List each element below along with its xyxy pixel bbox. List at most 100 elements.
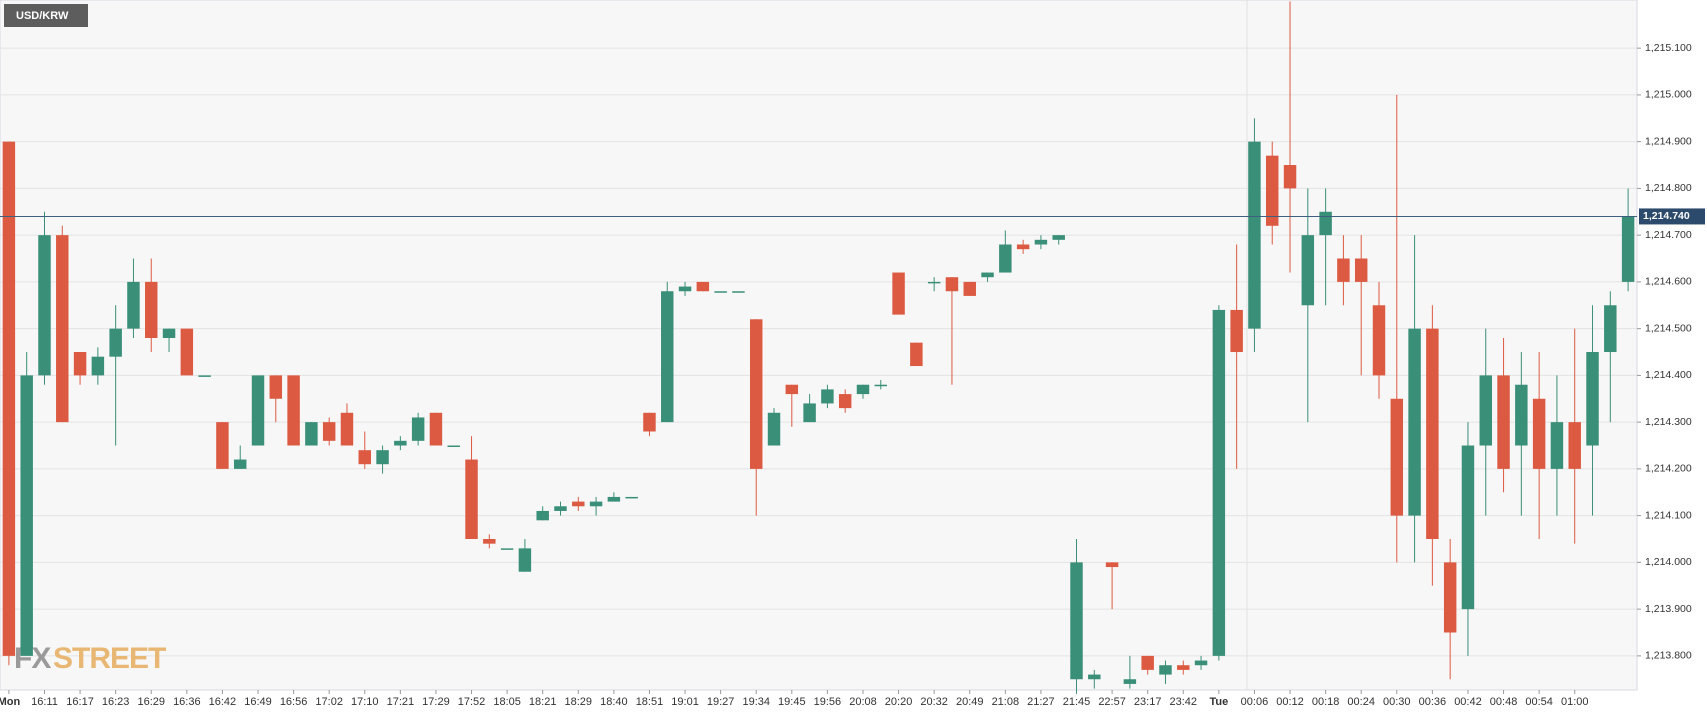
y-tick-label: 1,214.600	[1645, 276, 1692, 288]
candle-body	[874, 384, 888, 387]
x-tick-label: 21:45	[1063, 696, 1091, 708]
y-tick-label: 1,214.100	[1645, 509, 1692, 521]
candle-body	[465, 459, 478, 540]
title-box	[4, 4, 88, 27]
candle-body	[145, 281, 158, 338]
candle-body	[180, 328, 194, 376]
x-tick-label: 00:06	[1241, 696, 1269, 708]
candle-body	[1515, 384, 1528, 446]
candle-body	[661, 291, 674, 423]
candle-body	[1532, 398, 1546, 469]
current-price-label: 1,214.740	[1643, 210, 1690, 222]
candle-body	[1194, 660, 1208, 666]
candle-body	[1016, 244, 1030, 250]
candle-body	[322, 422, 336, 441]
candle-body	[198, 375, 211, 377]
x-tick-label: 19:34	[742, 696, 770, 708]
candle-body	[127, 281, 140, 329]
candle-body	[1159, 665, 1172, 675]
candle-body	[803, 403, 816, 423]
candle-body	[1443, 562, 1457, 633]
x-tick-label: 18:51	[636, 696, 664, 708]
candle-body	[536, 510, 549, 521]
candle-body	[910, 342, 923, 367]
candle-body	[394, 440, 407, 446]
candle-body	[91, 356, 105, 376]
candle-body	[162, 328, 176, 338]
x-tick-label: Tue	[1209, 696, 1228, 708]
y-tick-label: 1,214.900	[1645, 135, 1692, 147]
x-tick-label: 00:48	[1490, 696, 1518, 708]
x-tick-label: 16:56	[280, 696, 308, 708]
candle-body	[607, 496, 621, 502]
candle-body	[1479, 375, 1492, 446]
candle-body	[56, 235, 69, 423]
x-tick-label: 17:52	[458, 696, 486, 708]
x-tick-label: 22:57	[1098, 696, 1126, 708]
y-tick-label: 1,215.000	[1645, 89, 1692, 101]
x-tick-label: 17:02	[315, 696, 343, 708]
y-tick-label: 1,214.300	[1645, 416, 1692, 428]
x-tick-label: 19:01	[671, 696, 699, 708]
candle-body	[1621, 216, 1635, 282]
x-tick-label: 01:00	[1561, 696, 1589, 708]
candle-body	[73, 352, 87, 376]
x-tick-label: 23:17	[1134, 696, 1162, 708]
y-tick-label: 1,214.000	[1645, 556, 1692, 568]
candle-body	[518, 548, 532, 572]
candle-body	[554, 506, 567, 511]
x-tick-label: 00:54	[1525, 696, 1553, 708]
watermark-street: STREET	[53, 642, 166, 675]
candle-body	[1070, 562, 1083, 680]
candle-body	[287, 375, 300, 446]
candle-body	[1052, 235, 1065, 240]
candle-body	[500, 548, 514, 550]
candle-body	[1141, 655, 1154, 670]
x-tick-label: 19:45	[778, 696, 806, 708]
y-tick-label: 1,214.700	[1645, 229, 1692, 241]
y-tick-label: 1,214.500	[1645, 322, 1692, 334]
x-tick-label: 00:12	[1276, 696, 1304, 708]
candle-body	[1301, 235, 1315, 306]
plot-area	[0, 0, 1638, 691]
candle-body	[109, 328, 122, 357]
y-tick-label: 1,213.900	[1645, 603, 1692, 615]
candle-body	[1568, 422, 1581, 469]
candle-body	[1105, 562, 1119, 568]
x-tick-label: 16:23	[102, 696, 130, 708]
candle-body	[785, 384, 799, 395]
x-tick-label: 19:56	[814, 696, 842, 708]
candle-body	[1177, 665, 1190, 670]
x-tick-label: 16:36	[173, 696, 201, 708]
candle-body	[1034, 239, 1048, 245]
x-tick-label: 16:42	[209, 696, 237, 708]
x-tick-label: 21:27	[1027, 696, 1055, 708]
candle-body	[892, 272, 905, 315]
candle-body	[251, 375, 265, 446]
candle-body	[1354, 258, 1368, 282]
y-tick-label: 1,214.200	[1645, 463, 1692, 475]
candle-body	[20, 375, 33, 656]
candle-body	[233, 459, 247, 469]
candle-body	[963, 281, 976, 296]
candle-body	[411, 417, 425, 441]
candle-body	[305, 422, 318, 446]
candle-body	[1248, 141, 1261, 329]
x-tick-label: 00:18	[1312, 696, 1340, 708]
candle-body	[1550, 422, 1564, 469]
x-tick-label: 21:08	[992, 696, 1020, 708]
candle-body	[749, 319, 763, 469]
candle-body	[483, 539, 496, 544]
x-tick-label: 16:29	[137, 696, 165, 708]
x-tick-label: 00:36	[1419, 696, 1447, 708]
x-tick-label: Mon	[0, 696, 20, 708]
candle-body	[1212, 309, 1226, 656]
x-tick-label: 17:21	[387, 696, 415, 708]
x-tick-label: 18:21	[529, 696, 557, 708]
candle-body	[838, 394, 852, 409]
candle-body	[376, 450, 389, 465]
y-tick-label: 1,214.400	[1645, 369, 1692, 381]
candle-body	[1337, 258, 1350, 282]
x-tick-label: 20:08	[849, 696, 877, 708]
